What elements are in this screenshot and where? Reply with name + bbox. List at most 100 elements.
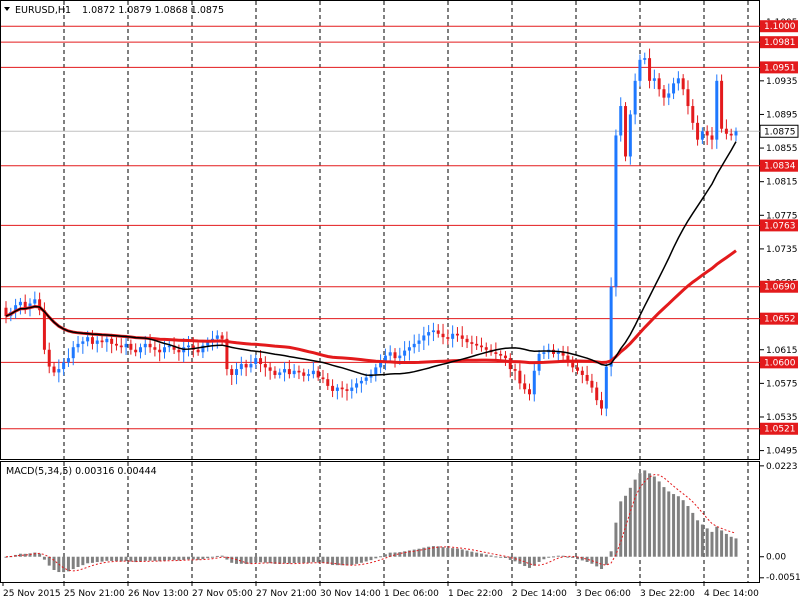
macd-bar: [4, 556, 8, 558]
price-levels: [1, 25, 760, 430]
triangle-down-icon[interactable]: [4, 7, 10, 11]
candle-body: [38, 299, 42, 311]
candle-body: [700, 131, 704, 140]
candle-body: [412, 343, 416, 348]
macd-value-label: -0.00517: [766, 573, 800, 583]
candle-body: [4, 307, 8, 317]
macd-bar: [302, 556, 306, 564]
ohlc-label: 1.0872 1.0879 1.0868 1.0875: [82, 5, 224, 16]
macd-bar: [710, 531, 714, 557]
candle-body: [652, 78, 656, 81]
price-label: 1.0615: [766, 346, 798, 356]
level-tag: [760, 219, 798, 232]
candle-body: [187, 345, 190, 348]
macd-bar: [576, 556, 580, 560]
candle-body: [527, 389, 531, 395]
macd-bar: [211, 556, 215, 558]
macd-bar: [547, 556, 551, 558]
level-tag: [760, 36, 798, 49]
candle-body: [465, 338, 469, 343]
macd-bar: [686, 506, 690, 557]
time-label: 4 Dec 14:00: [704, 589, 759, 599]
macd-bar: [340, 556, 344, 566]
candle-body: [244, 364, 248, 368]
level-tag: [760, 312, 798, 325]
candle-body: [388, 352, 392, 356]
macd-bar: [720, 530, 724, 557]
macd-bar: [28, 553, 32, 557]
macd-bar: [431, 546, 435, 557]
macd-bar: [527, 556, 531, 568]
macd-bar: [604, 556, 608, 565]
candle-body: [148, 343, 152, 348]
macd-bar: [307, 556, 311, 563]
macd-bar: [705, 528, 709, 557]
macd-bar: [105, 556, 109, 561]
vertical-grid: [63, 1, 749, 582]
candle-body: [696, 122, 700, 140]
macd-bar: [244, 556, 248, 565]
candle-body: [239, 364, 243, 370]
candle-body: [431, 330, 435, 333]
candle-body: [138, 347, 142, 353]
candle-body: [364, 377, 368, 381]
candle-body: [167, 345, 171, 348]
candle-body: [513, 369, 517, 371]
macd-bar: [23, 553, 27, 557]
candle-body: [307, 374, 311, 376]
macd-signal-line: [5, 474, 737, 572]
macd-bar: [700, 524, 704, 557]
macd-bar: [585, 556, 589, 562]
time-label: 27 Nov 05:00: [192, 589, 253, 599]
macd-bar: [633, 479, 637, 557]
candle-body: [143, 343, 147, 348]
candle-body: [532, 370, 536, 395]
macd-bar: [153, 556, 157, 561]
macd-value-label: 0.0223: [766, 462, 798, 472]
level-value: 1.0951: [764, 63, 796, 73]
macd-bar: [652, 476, 656, 557]
symbol-label: EURUSD,H1: [15, 5, 71, 16]
candle-body: [561, 352, 565, 356]
candle-body: [263, 364, 267, 368]
candle-body: [475, 343, 479, 346]
candle-body: [114, 343, 118, 346]
macd-bar: [321, 556, 325, 563]
macd-bar: [590, 556, 594, 564]
macd-bar: [364, 556, 368, 562]
candle-body: [273, 370, 277, 375]
level-value: 1.0763: [764, 221, 796, 231]
candle-body: [633, 80, 637, 115]
macd-bar: [446, 548, 450, 557]
moving-averages: [5, 141, 737, 377]
macd-bar: [220, 555, 224, 557]
candle-body: [585, 374, 589, 381]
macd-bar: [672, 494, 676, 557]
time-label: 27 Nov 21:00: [256, 589, 317, 599]
candle-body: [455, 333, 459, 336]
macd-bar: [393, 552, 397, 557]
macd-bar: [427, 546, 431, 557]
macd-bar: [379, 556, 383, 558]
macd-bar: [508, 556, 512, 560]
candle-body: [311, 370, 315, 375]
macd-bar: [595, 556, 599, 567]
candle-body: [110, 338, 114, 344]
candle-body: [503, 355, 507, 359]
macd-bar: [715, 526, 719, 557]
macd-bar: [436, 546, 440, 557]
macd-bar: [676, 496, 680, 557]
candle-body: [90, 337, 94, 344]
macd-label: MACD(5,34,5) 0.00316 0.00444: [6, 466, 157, 477]
candle-body: [47, 349, 51, 367]
candle-body: [657, 78, 661, 90]
macd-bar: [388, 552, 392, 557]
price-label: 1.0735: [766, 245, 798, 255]
macd-bar: [523, 556, 527, 567]
macd-bar: [628, 487, 632, 557]
macd-bar: [561, 555, 565, 557]
candle-body: [297, 370, 301, 373]
candle-body: [134, 349, 138, 353]
macd-bar: [470, 551, 474, 557]
